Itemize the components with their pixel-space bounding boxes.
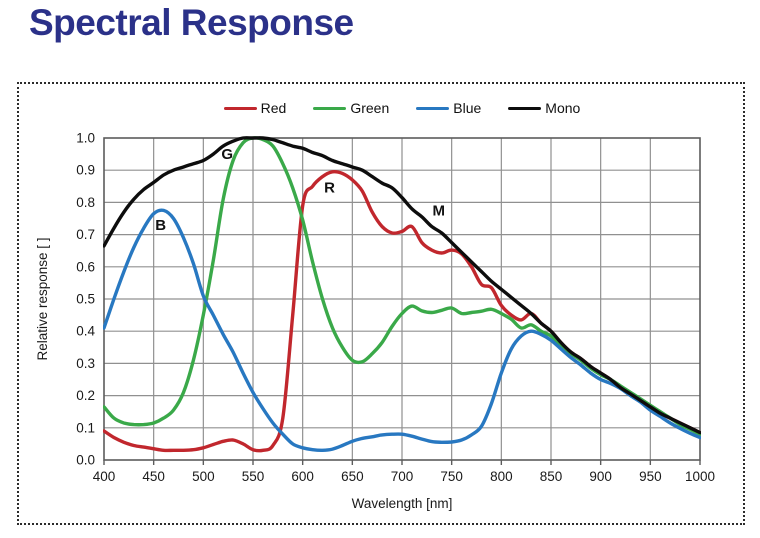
- annotation-m: M: [433, 202, 446, 219]
- legend-item-blue: Blue: [416, 100, 481, 116]
- x-tick-label: 400: [93, 469, 116, 484]
- y-tick-label: 0.9: [76, 163, 95, 178]
- spectral-response-chart: R G B M 400 450 500 550 600 650 700 750 800 850 900 950…: [35, 131, 715, 512]
- y-tick-label: 1.0: [76, 131, 95, 146]
- chart-legend: Red Green Blue Mono: [104, 100, 700, 116]
- curve-mono: [103, 136, 701, 435]
- y-tick-label: 0.1: [76, 420, 95, 435]
- y-tick-label: 0.0: [76, 453, 95, 468]
- x-tick-label: 750: [440, 469, 463, 484]
- y-tick-label: 0.5: [76, 292, 95, 307]
- annotation-b: B: [155, 217, 166, 234]
- x-axis-labels: 400 450 500 550 600 650 700 750 800 850 900 950 1000: [93, 469, 715, 484]
- legend-item-mono: Mono: [508, 100, 580, 116]
- legend-label-blue: Blue: [453, 100, 482, 116]
- x-tick-label: 950: [639, 469, 662, 484]
- x-tick-label: 1000: [685, 469, 715, 484]
- y-axis-labels: 0.0 0.1 0.2 0.3 0.4 0.5 0.6 0.7 0.8 0.9 1.0: [76, 131, 95, 468]
- legend-label-green: Green: [350, 100, 390, 116]
- chart-panel: Red Green Blue Mono R G B M 400 450 500 550 600 650 7…: [17, 82, 745, 525]
- legend-swatch-blue: [416, 106, 450, 110]
- legend-label-red: Red: [260, 100, 287, 116]
- y-tick-label: 0.4: [76, 324, 95, 339]
- page-title: Spectral Response: [29, 2, 354, 43]
- curve-blue: [103, 208, 701, 453]
- x-tick-label: 500: [192, 469, 215, 484]
- legend-item-red: Red: [223, 100, 287, 116]
- curves: [103, 136, 701, 453]
- x-tick-label: 900: [589, 469, 612, 484]
- legend-swatch-green: [313, 106, 347, 110]
- y-tick-label: 0.3: [76, 356, 95, 371]
- x-tick-label: 450: [142, 469, 165, 484]
- x-axis-title: Wavelength [nm]: [352, 496, 453, 511]
- legend-swatch-mono: [508, 106, 542, 110]
- x-axis-ticks: [103, 460, 701, 465]
- x-tick-label: 600: [291, 469, 314, 484]
- grid-lines: [104, 138, 700, 460]
- x-tick-label: 800: [490, 469, 513, 484]
- x-tick-label: 550: [242, 469, 265, 484]
- y-axis-title: Relative response [ ]: [35, 237, 50, 360]
- annotation-r: R: [324, 180, 335, 197]
- x-tick-label: 850: [540, 469, 563, 484]
- curve-annotations: R G B M: [155, 146, 445, 234]
- legend-label-mono: Mono: [545, 100, 581, 116]
- x-tick-label: 700: [391, 469, 414, 484]
- x-tick-label: 650: [341, 469, 364, 484]
- y-tick-label: 0.8: [76, 195, 95, 210]
- y-tick-label: 0.2: [76, 388, 95, 403]
- legend-swatch-red: [223, 106, 257, 110]
- annotation-g: G: [221, 146, 233, 163]
- y-tick-label: 0.7: [76, 227, 95, 242]
- legend-item-green: Green: [313, 100, 389, 116]
- y-tick-label: 0.6: [76, 259, 95, 274]
